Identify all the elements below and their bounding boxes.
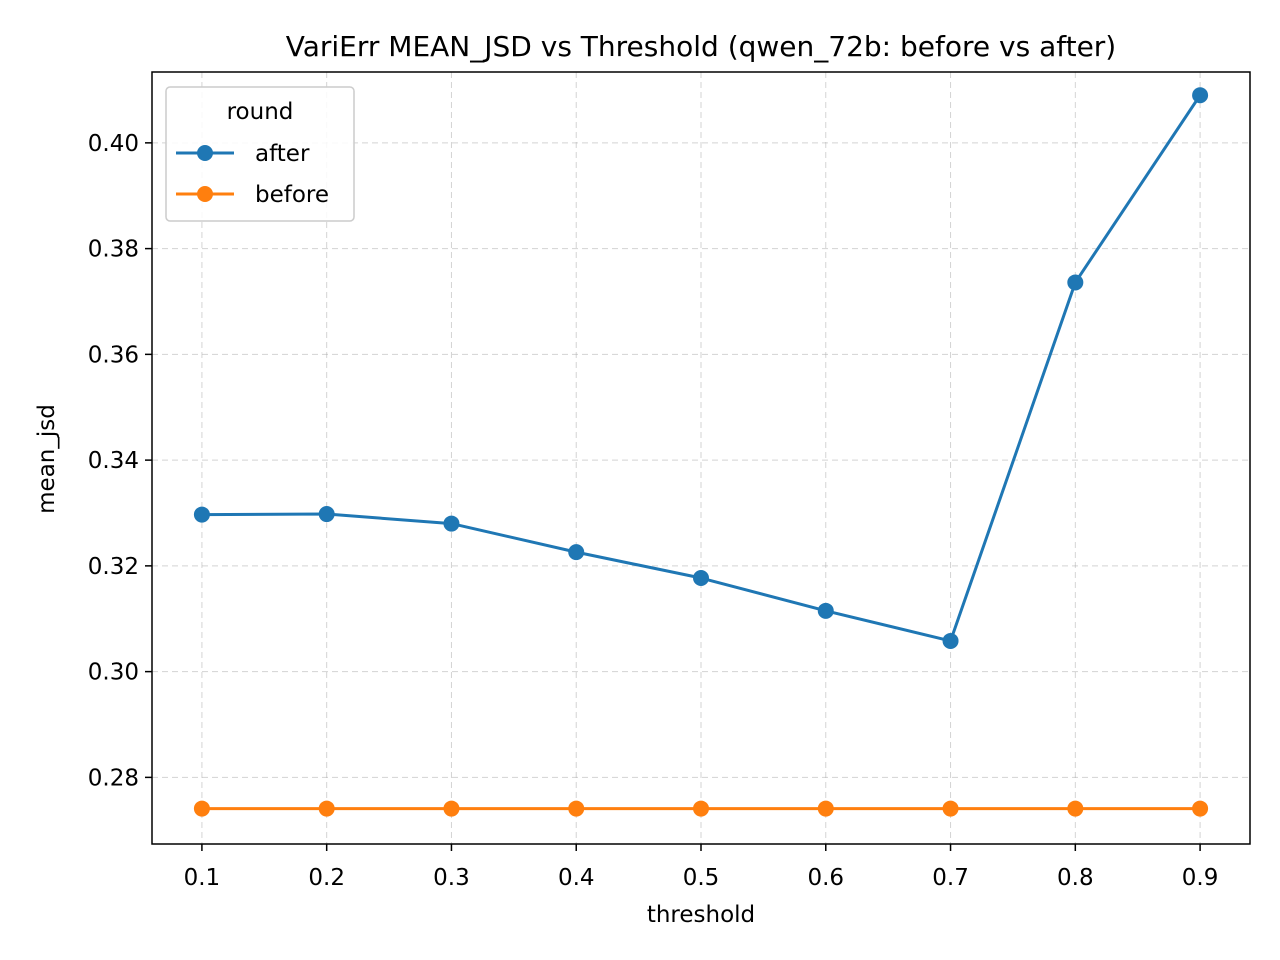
- data-point-before: [693, 800, 709, 817]
- data-point-after: [318, 506, 335, 523]
- y-tick-label: 0.38: [88, 237, 139, 263]
- series-layer: [193, 87, 1209, 817]
- data-point-before: [817, 800, 834, 817]
- data-point-before: [1192, 800, 1209, 817]
- data-point-after: [193, 506, 210, 523]
- legend-title: round: [227, 99, 294, 125]
- data-point-before: [942, 800, 959, 817]
- data-point-before: [443, 800, 460, 817]
- x-tick-label: 0.7: [932, 865, 969, 891]
- x-tick-label: 0.3: [433, 865, 470, 891]
- data-point-after: [1067, 274, 1084, 291]
- x-tick-label: 0.9: [1182, 865, 1219, 891]
- y-tick-label: 0.34: [88, 448, 139, 474]
- x-tick-label: 0.1: [184, 865, 221, 891]
- x-tick-label: 0.2: [308, 865, 345, 891]
- y-axis-ticks: 0.28 0.30 0.32 0.34 0.36 0.38 0.40: [88, 131, 152, 791]
- x-tick-label: 0.6: [807, 865, 844, 891]
- legend-label-after: after: [255, 141, 310, 167]
- y-tick-label: 0.32: [88, 554, 139, 580]
- data-point-before: [1067, 800, 1084, 817]
- x-tick-label: 0.8: [1057, 865, 1094, 891]
- data-point-after: [568, 544, 585, 561]
- data-point-after: [817, 602, 834, 619]
- data-point-before: [568, 800, 585, 817]
- legend: round after before: [165, 86, 355, 222]
- data-point-before: [318, 800, 335, 817]
- y-tick-label: 0.36: [88, 342, 139, 368]
- y-axis-label: mean_jsd: [34, 404, 60, 514]
- data-point-before: [193, 800, 210, 817]
- x-tick-label: 0.5: [683, 865, 720, 891]
- data-point-after: [443, 515, 460, 532]
- legend-box: [165, 86, 355, 222]
- data-point-after: [693, 570, 709, 587]
- legend-marker-before: [197, 186, 213, 202]
- y-tick-label: 0.30: [88, 660, 139, 686]
- series-before: [193, 800, 1209, 817]
- x-axis-ticks: 0.1 0.2 0.3 0.4 0.5 0.6 0.7 0.8 0.9: [184, 844, 1219, 891]
- data-point-after: [1192, 87, 1209, 104]
- y-tick-label: 0.40: [88, 131, 139, 157]
- grid-lines: [152, 72, 1250, 844]
- legend-label-before: before: [255, 182, 329, 208]
- chart-title: VariErr MEAN_JSD vs Threshold (qwen_72b:…: [286, 30, 1116, 63]
- y-tick-label: 0.28: [88, 765, 139, 791]
- data-point-after: [942, 632, 959, 649]
- x-axis-label: threshold: [647, 902, 755, 928]
- x-tick-label: 0.4: [558, 865, 595, 891]
- series-after: [193, 87, 1209, 649]
- legend-marker-after: [197, 145, 213, 161]
